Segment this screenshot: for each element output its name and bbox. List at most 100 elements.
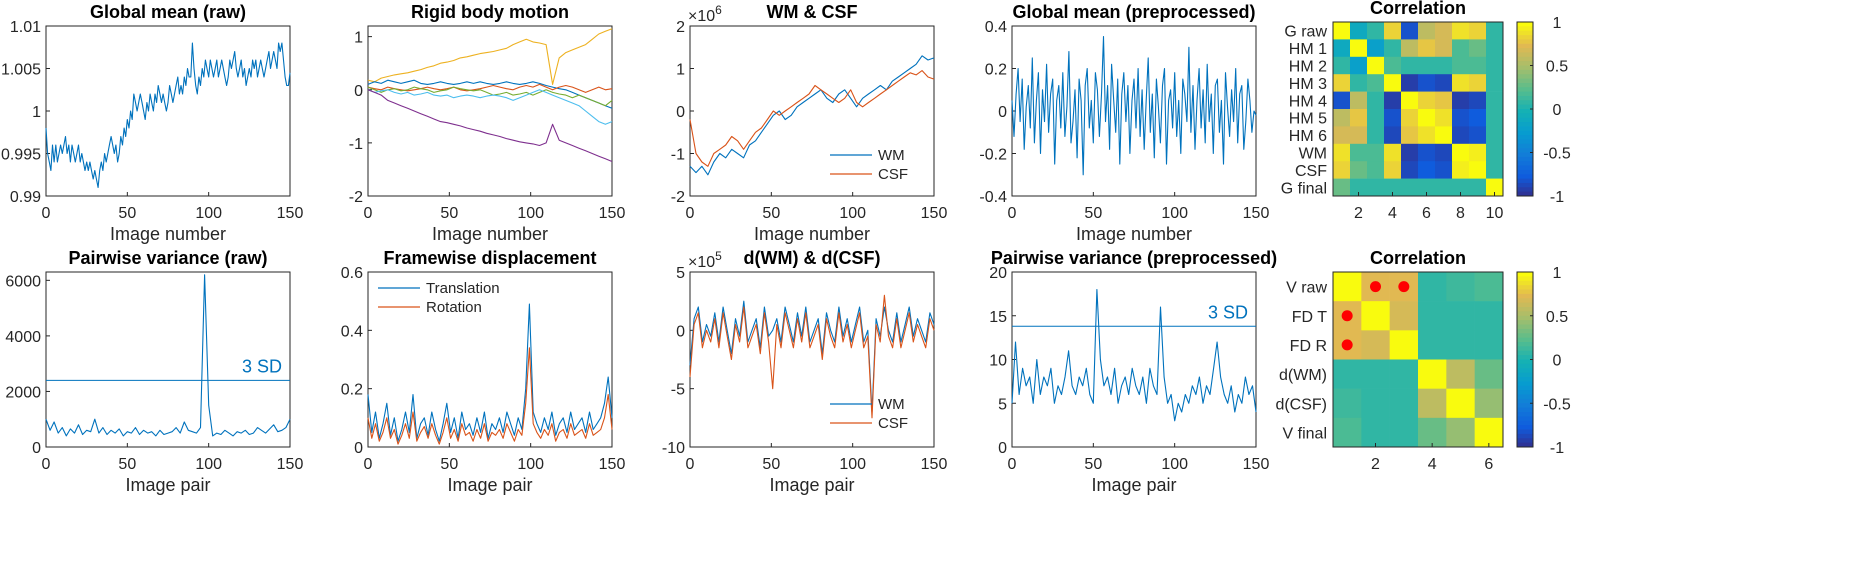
pairwise-variance-preprocessed-ytick-label: 20 xyxy=(989,265,1007,282)
correlation-top-colorbar-segment xyxy=(1517,148,1533,153)
correlation-top-title: Correlation xyxy=(1370,0,1466,18)
global-mean-raw-xtick-label: 0 xyxy=(42,205,51,222)
correlation-top-cell xyxy=(1367,56,1385,75)
pairwise-variance-raw-xtick-label: 100 xyxy=(195,456,222,473)
correlation-bottom-colorbar-segment xyxy=(1517,307,1533,312)
wm-csf-title: WM & CSF xyxy=(767,2,858,22)
correlation-top-cell xyxy=(1435,39,1453,58)
correlation-top-row-label: HM 5 xyxy=(1289,111,1327,128)
correlation-top-colorbar-segment xyxy=(1517,91,1533,97)
correlation-top-colorbar-segment xyxy=(1517,122,1533,127)
correlation-bottom-cell xyxy=(1389,330,1419,360)
correlation-top-colorbar-segment xyxy=(1517,87,1533,93)
wm-csf-series-1-line xyxy=(689,70,935,167)
correlation-bottom-colorbar-segment xyxy=(1517,272,1533,277)
framewise-displacement-ytick-label: 0.6 xyxy=(341,265,363,282)
correlation-bottom-cell xyxy=(1418,330,1447,360)
correlation-top-row-label: HM 4 xyxy=(1289,93,1327,110)
correlation-top-colorbar-segment xyxy=(1517,26,1533,32)
correlation-bottom-cell xyxy=(1446,301,1475,331)
framewise-displacement-legend-label: Translation xyxy=(426,280,500,297)
correlation-top-cell xyxy=(1401,109,1419,127)
wm-csf-ytick-label: 2 xyxy=(676,19,685,36)
correlation-bottom-colorbar-segment xyxy=(1517,377,1533,382)
correlation-top-colorbar-label: -1 xyxy=(1550,189,1564,206)
d-wm-d-csf-legend-label: CSF xyxy=(878,415,908,432)
correlation-top-cell xyxy=(1384,126,1402,145)
correlation-top-colorbar-segment xyxy=(1517,22,1533,27)
correlation-bottom-colorbar-segment xyxy=(1517,394,1533,400)
correlation-top-cell xyxy=(1486,39,1504,58)
correlation-bottom-colorbar-segment xyxy=(1517,355,1533,360)
rigid-body-motion-xtick-label: 0 xyxy=(364,205,373,222)
pairwise-variance-raw-threshold-label: 3 SD xyxy=(242,356,282,376)
correlation-bottom-title: Correlation xyxy=(1370,248,1466,268)
correlation-bottom-cell xyxy=(1333,417,1362,448)
correlation-bottom-colorbar-segment xyxy=(1517,298,1533,304)
correlation-top-cell xyxy=(1486,109,1504,127)
global-mean-preprocessed-ytick-label: -0.4 xyxy=(979,189,1007,206)
correlation-top-colorbar-segment xyxy=(1517,187,1533,193)
correlation-top-cell xyxy=(1418,143,1436,162)
correlation-top-cell xyxy=(1350,22,1368,40)
correlation-top-colorbar-segment xyxy=(1517,61,1533,66)
correlation-top-cell xyxy=(1452,74,1470,92)
rigid-body-motion-xtick-label: 50 xyxy=(440,205,458,222)
correlation-top-cell xyxy=(1418,39,1436,58)
correlation-top-cell xyxy=(1401,161,1419,179)
correlation-bottom-colorbar-label: 0 xyxy=(1553,353,1562,370)
correlation-bottom-colorbar-segment xyxy=(1517,302,1533,308)
correlation-top-xtick-label: 8 xyxy=(1456,205,1465,222)
correlation-top-colorbar-segment xyxy=(1517,104,1533,110)
correlation-top-cell xyxy=(1435,91,1453,110)
correlation-top-cell xyxy=(1384,143,1402,162)
correlation-top-colorbar-segment xyxy=(1517,78,1533,84)
global-mean-raw-xtick-label: 150 xyxy=(277,205,304,222)
framewise-displacement-ytick-label: 0 xyxy=(354,440,363,457)
correlation-top-colorbar-segment xyxy=(1517,165,1533,171)
correlation-top-cell xyxy=(1452,161,1470,179)
d-wm-d-csf-ytick-label: 5 xyxy=(676,265,685,282)
correlation-top-cell xyxy=(1486,126,1504,145)
rigid-body-motion-axes-box xyxy=(367,25,613,197)
correlation-bottom-colorbar-segment xyxy=(1517,280,1533,286)
correlation-top-colorbar-segment xyxy=(1517,130,1533,136)
correlation-bottom-colorbar-segment xyxy=(1517,311,1533,317)
correlation-top-cell xyxy=(1384,22,1402,40)
correlation-bottom-colorbar-segment xyxy=(1517,420,1533,426)
d-wm-d-csf-xtick-label: 0 xyxy=(686,456,695,473)
framewise-displacement-title: Framewise displacement xyxy=(383,248,596,268)
correlation-top-cell xyxy=(1452,56,1470,75)
pairwise-variance-raw-ytick-label: 4000 xyxy=(5,329,41,346)
correlation-top-cell xyxy=(1469,56,1487,75)
correlation-top-colorbar-segment xyxy=(1517,191,1533,197)
correlation-bottom-xtick-label: 4 xyxy=(1428,456,1437,473)
correlation-top-cell xyxy=(1435,143,1453,162)
correlation-bottom-cell xyxy=(1333,388,1362,419)
correlation-top-cell xyxy=(1435,22,1453,40)
correlation-top-colorbar-segment xyxy=(1517,152,1533,158)
wm-csf-legend-label: CSF xyxy=(878,166,908,183)
pairwise-variance-preprocessed-series-0-line xyxy=(1011,288,1257,422)
correlation-top-row-label: HM 3 xyxy=(1289,76,1327,93)
correlation-top-cell xyxy=(1333,56,1351,75)
correlation-top-cell xyxy=(1333,143,1351,162)
correlation-top-xtick-label: 4 xyxy=(1388,205,1397,222)
correlation-top-cell xyxy=(1367,178,1385,197)
correlation-top-cell xyxy=(1384,74,1402,92)
correlation-top-cell xyxy=(1350,109,1368,127)
correlation-top-colorbar-segment xyxy=(1517,74,1533,80)
correlation-top-cell xyxy=(1418,56,1436,75)
correlation-bottom-cell xyxy=(1333,359,1362,389)
rigid-body-motion-series-3-line xyxy=(367,86,613,107)
correlation-top-cell xyxy=(1486,91,1504,110)
d-wm-d-csf-xtick-label: 50 xyxy=(762,456,780,473)
correlation-top-xtick-label: 6 xyxy=(1422,205,1431,222)
correlation-top-cell xyxy=(1350,56,1368,75)
correlation-top-colorbar-segment xyxy=(1517,135,1533,140)
framewise-displacement-legend-label: Rotation xyxy=(426,299,482,316)
d-wm-d-csf-ytick-label: -5 xyxy=(671,382,685,399)
correlation-top-cell xyxy=(1333,161,1351,179)
correlation-bottom-cell xyxy=(1474,359,1504,389)
correlation-top-cell xyxy=(1333,109,1351,127)
